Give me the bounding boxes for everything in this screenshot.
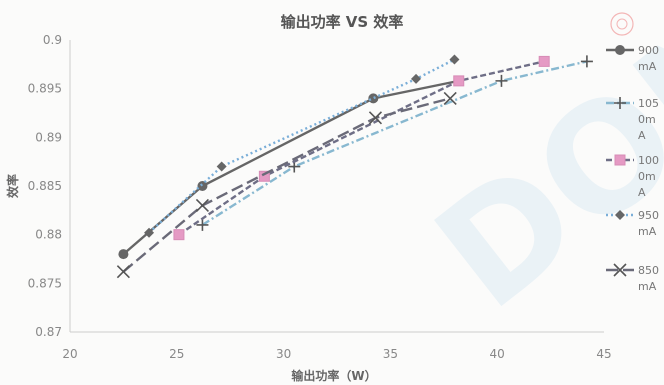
x-tick-label: 40 bbox=[490, 347, 505, 361]
legend-label: 950 bbox=[638, 209, 659, 222]
data-point bbox=[580, 55, 593, 68]
data-point bbox=[449, 54, 460, 65]
data-point bbox=[453, 75, 465, 87]
x-tick-label: 45 bbox=[596, 347, 611, 361]
legend-label: 105 bbox=[638, 97, 659, 110]
data-point bbox=[196, 218, 209, 231]
legend-marker bbox=[614, 154, 626, 166]
series-850mA bbox=[116, 91, 457, 279]
y-tick-label: 0.88 bbox=[35, 228, 62, 242]
data-point bbox=[368, 93, 379, 104]
legend-label: 900 bbox=[638, 44, 659, 57]
chart-title: 输出功率 VS 效率 bbox=[281, 13, 404, 31]
y-tick-label: 0.9 bbox=[43, 33, 62, 47]
legend-label: mA bbox=[638, 60, 657, 73]
y-tick-labels: 0.87 0.875 0.88 0.885 0.89 0.895 0.9 bbox=[28, 33, 62, 339]
series-layer bbox=[116, 54, 593, 279]
x-axis-label: 输出功率（W） bbox=[291, 368, 376, 383]
legend-label: 100 bbox=[638, 154, 659, 167]
legend-label: A bbox=[638, 129, 646, 142]
legend-marker bbox=[615, 45, 625, 55]
data-point bbox=[411, 73, 422, 84]
series-950mA bbox=[144, 54, 460, 238]
legend-item: 105 0m A bbox=[606, 97, 659, 142]
data-point bbox=[195, 198, 209, 213]
logo-icon bbox=[610, 12, 634, 36]
data-point bbox=[116, 265, 130, 279]
legend-item: 900 mA bbox=[606, 44, 659, 73]
legend-label: mA bbox=[638, 225, 657, 238]
series-1000mA bbox=[173, 55, 550, 241]
data-point bbox=[443, 91, 457, 105]
y-tick-label: 0.87 bbox=[35, 325, 62, 339]
x-tick-label: 30 bbox=[276, 347, 291, 361]
series-line bbox=[122, 79, 459, 256]
legend-marker bbox=[613, 263, 627, 277]
legend-label: 0m bbox=[638, 113, 656, 126]
series-line bbox=[201, 60, 588, 226]
legend: 900 mA 105 0m A 100 0m A 950 mA 850 mA bbox=[606, 44, 659, 293]
y-tick-label: 0.895 bbox=[28, 82, 62, 96]
data-point bbox=[173, 229, 185, 241]
data-point bbox=[538, 55, 550, 67]
legend-marker bbox=[615, 210, 625, 220]
legend-item: 850 mA bbox=[606, 263, 659, 293]
legend-label: 850 bbox=[638, 264, 659, 277]
series-line bbox=[122, 97, 451, 273]
series-line bbox=[178, 60, 545, 236]
data-point bbox=[495, 74, 508, 87]
x-tick-label: 25 bbox=[169, 347, 184, 361]
x-tick-label: 35 bbox=[383, 347, 398, 361]
y-tick-label: 0.89 bbox=[35, 130, 62, 144]
legend-item: 950 mA bbox=[606, 209, 659, 238]
legend-label: A bbox=[638, 186, 646, 199]
data-point bbox=[197, 181, 208, 191]
legend-item: 100 0m A bbox=[606, 154, 659, 199]
data-point bbox=[118, 249, 129, 260]
legend-label: 0m bbox=[638, 170, 656, 183]
y-axis-label: 效率 bbox=[5, 174, 20, 198]
data-point bbox=[144, 227, 155, 238]
watermark: DONE bbox=[406, 0, 664, 343]
x-tick-labels: 20 25 30 35 40 45 bbox=[62, 347, 611, 361]
data-point bbox=[258, 170, 270, 182]
y-tick-label: 0.885 bbox=[28, 179, 62, 193]
data-point bbox=[368, 111, 383, 125]
y-tick-label: 0.875 bbox=[28, 276, 62, 290]
legend-label: mA bbox=[638, 280, 657, 293]
data-point bbox=[216, 161, 227, 172]
x-tick-label: 20 bbox=[62, 347, 77, 361]
legend-marker bbox=[614, 97, 626, 109]
